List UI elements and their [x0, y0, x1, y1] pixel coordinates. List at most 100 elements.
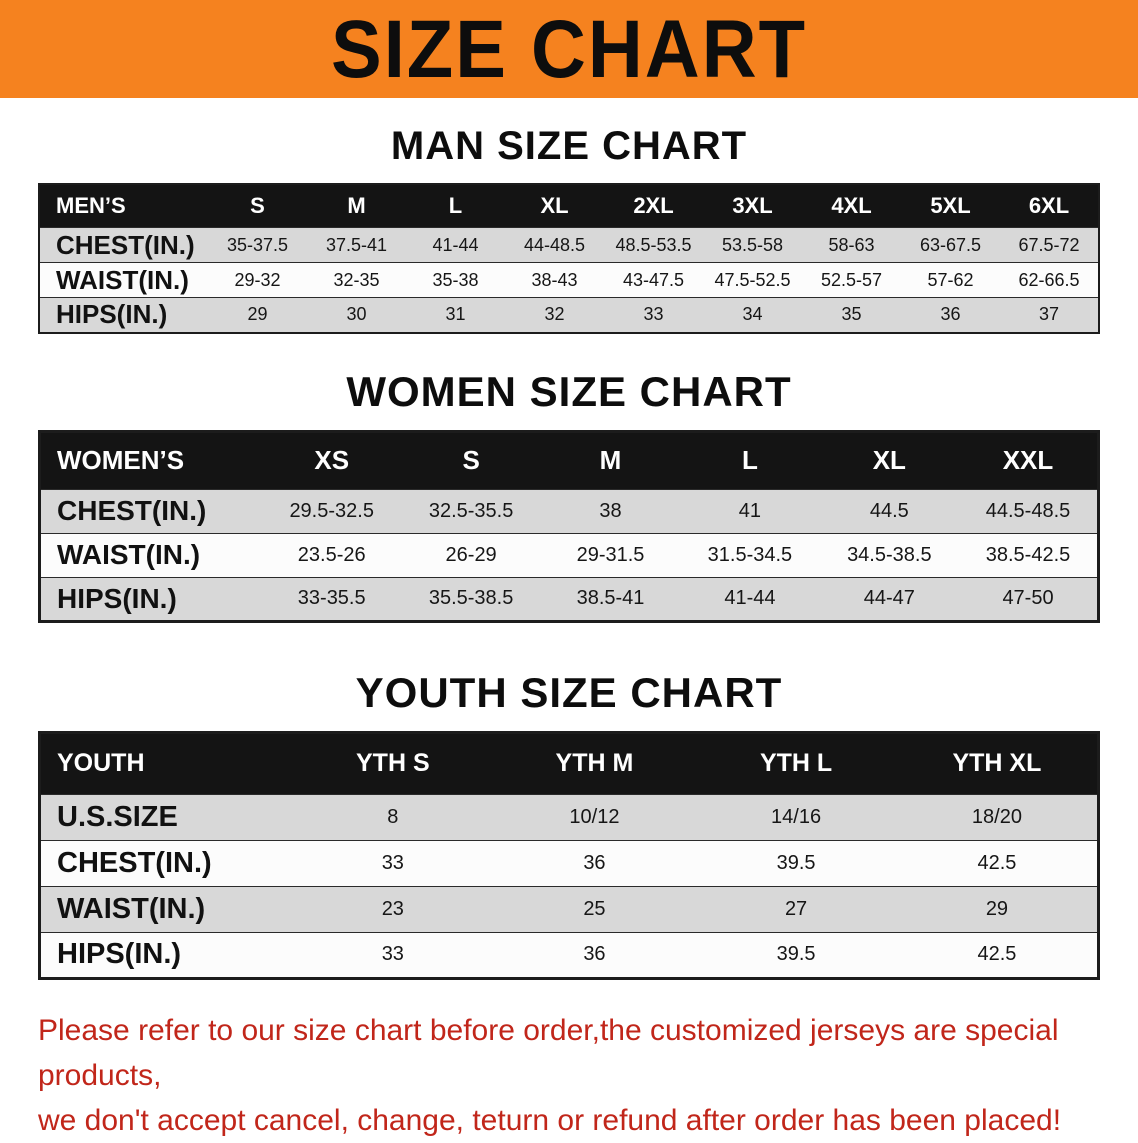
size-cell: 57-62 — [927, 269, 974, 290]
size-cell: 42.5 — [977, 943, 1017, 965]
size-cell: 38.5-41 — [576, 587, 645, 609]
size-col-header: L — [448, 193, 463, 218]
youth-size-table: YOUTH YTH S YTH M YTH L YTH XL U.S.SIZE … — [38, 730, 1100, 980]
size-cell: 36 — [583, 943, 606, 965]
disclaimer-line-2: we don't accept cancel, change, teturn o… — [38, 1103, 1062, 1137]
table-row: CHEST(IN.) 35-37.5 37.5-41 41-44 44-48.5… — [39, 227, 1099, 263]
size-cell: 43-47.5 — [622, 269, 685, 290]
row-label: WAIST(IN.) — [57, 539, 201, 570]
size-cell: 10/12 — [569, 805, 620, 828]
size-cell: 34.5-38.5 — [847, 543, 932, 566]
size-col-header: 2XL — [633, 193, 674, 218]
size-col-header: M — [599, 445, 622, 475]
size-cell: 31.5-34.5 — [707, 543, 793, 566]
size-cell: 26-29 — [445, 543, 497, 566]
size-cell: 42.5 — [977, 851, 1017, 874]
size-cell: 44-47 — [863, 587, 915, 609]
size-cell: 62-66.5 — [1018, 269, 1080, 290]
table-row: U.S.SIZE 8 10/12 14/16 18/20 — [39, 794, 1099, 840]
size-cell: 53.5-58 — [721, 234, 784, 255]
size-cell: 44.5-48.5 — [985, 499, 1071, 522]
row-label: HIPS(IN.) — [57, 582, 177, 614]
men-section-heading: MAN SIZE CHART — [390, 124, 748, 168]
size-cell: 29 — [985, 897, 1009, 920]
size-cell: 30 — [346, 304, 367, 325]
size-cell: 47.5-52.5 — [714, 269, 791, 290]
size-cell: 41-44 — [432, 234, 479, 255]
size-col-header: 3XL — [732, 193, 773, 218]
size-cell: 67.5-72 — [1018, 234, 1080, 255]
table-row: CHEST(IN.) 33 36 39.5 42.5 — [39, 840, 1099, 886]
size-cell: 35.5-38.5 — [428, 587, 514, 609]
size-cell: 25 — [583, 897, 606, 920]
size-cell: 36 — [940, 304, 961, 325]
row-label: WAIST(IN.) — [57, 892, 206, 925]
size-cell: 33 — [643, 304, 664, 325]
size-col-header: XXL — [1002, 445, 1054, 475]
table-row: WAIST(IN.) 23.5-26 26-29 29-31.5 31.5-34… — [39, 533, 1099, 577]
table-row: CHEST(IN.) 29.5-32.5 32.5-35.5 38 41 44.… — [39, 489, 1099, 533]
size-cell: 18/20 — [971, 805, 1022, 828]
table-row: WAIST(IN.) 29-32 32-35 35-38 38-43 43-47… — [39, 262, 1099, 298]
women-size-table: WOMEN’S XS S M L XL XXL CHEST(IN.) 29.5-… — [38, 429, 1100, 623]
size-cell: 63-67.5 — [919, 234, 982, 255]
size-cell: 29 — [247, 304, 268, 325]
disclaimer-text: Please refer to our size chart before or… — [38, 1008, 1138, 1143]
row-label: HIPS(IN.) — [57, 938, 182, 970]
size-cell: 58-63 — [828, 234, 875, 255]
size-cell: 38 — [599, 499, 622, 522]
row-label: CHEST(IN.) — [56, 229, 195, 260]
size-cell: 8 — [387, 805, 399, 828]
row-label: HIPS(IN.) — [56, 299, 168, 330]
size-cell: 37.5-41 — [325, 234, 388, 255]
size-cell: 35-38 — [432, 269, 479, 290]
size-cell: 34 — [742, 304, 763, 325]
row-label: CHEST(IN.) — [57, 495, 207, 526]
women-section-heading: WOMEN SIZE CHART — [346, 367, 792, 415]
size-cell: 38.5-42.5 — [985, 543, 1071, 566]
men-header-row: MEN’S S M L XL 2XL 3XL 4XL 5XL 6XL — [39, 184, 1099, 228]
size-cell: 41 — [738, 499, 762, 522]
disclaimer-line-1: Please refer to our size chart before or… — [38, 1013, 1059, 1092]
size-cell: 29.5-32.5 — [289, 499, 374, 522]
youth-section-heading: YOUTH SIZE CHART — [355, 668, 783, 716]
youth-corner-label: YOUTH — [57, 749, 145, 777]
size-col-header: XL — [872, 445, 906, 475]
size-cell: 32-35 — [333, 269, 380, 290]
size-cell: 33 — [381, 851, 404, 874]
table-row: WAIST(IN.) 23 25 27 29 — [39, 886, 1099, 932]
size-cell: 23.5-26 — [297, 543, 366, 566]
size-cell: 32 — [544, 304, 565, 325]
size-cell: 35-37.5 — [226, 234, 289, 255]
size-cell: 29-32 — [234, 269, 281, 290]
size-col-header: 5XL — [930, 193, 971, 218]
size-chart-banner: SIZE CHART — [0, 0, 1138, 98]
youth-header-row: YOUTH YTH S YTH M YTH L YTH XL — [39, 732, 1099, 794]
size-cell: 33 — [381, 943, 404, 965]
size-cell: 32.5-35.5 — [428, 499, 514, 522]
row-label: WAIST(IN.) — [56, 264, 189, 295]
size-cell: 41-44 — [724, 587, 776, 609]
size-col-header: 6XL — [1028, 193, 1070, 218]
size-cell: 31 — [445, 304, 466, 325]
size-cell: 44-48.5 — [523, 234, 586, 255]
size-cell: 47-50 — [1002, 587, 1054, 609]
size-col-header: XS — [314, 445, 350, 475]
men-corner-label: MEN’S — [56, 193, 126, 218]
size-cell: 33-35.5 — [297, 587, 366, 609]
size-cell: 52.5-57 — [820, 269, 883, 290]
size-col-header: M — [347, 193, 366, 218]
size-col-header: YTH L — [759, 749, 833, 777]
table-row: HIPS(IN.) 33-35.5 35.5-38.5 38.5-41 41-4… — [39, 577, 1099, 621]
size-col-header: 4XL — [831, 193, 872, 218]
size-cell: 39.5 — [776, 851, 816, 874]
size-cell: 35 — [841, 304, 862, 325]
size-cell: 14/16 — [771, 805, 822, 828]
size-cell: 48.5-53.5 — [615, 234, 692, 255]
size-cell: 29-31.5 — [576, 543, 645, 566]
size-cell: 39.5 — [776, 943, 816, 965]
table-row: HIPS(IN.) 33 36 39.5 42.5 — [39, 932, 1099, 978]
size-col-header: YTH M — [555, 749, 634, 777]
size-col-header: S — [462, 445, 480, 475]
women-header-row: WOMEN’S XS S M L XL XXL — [39, 431, 1099, 489]
